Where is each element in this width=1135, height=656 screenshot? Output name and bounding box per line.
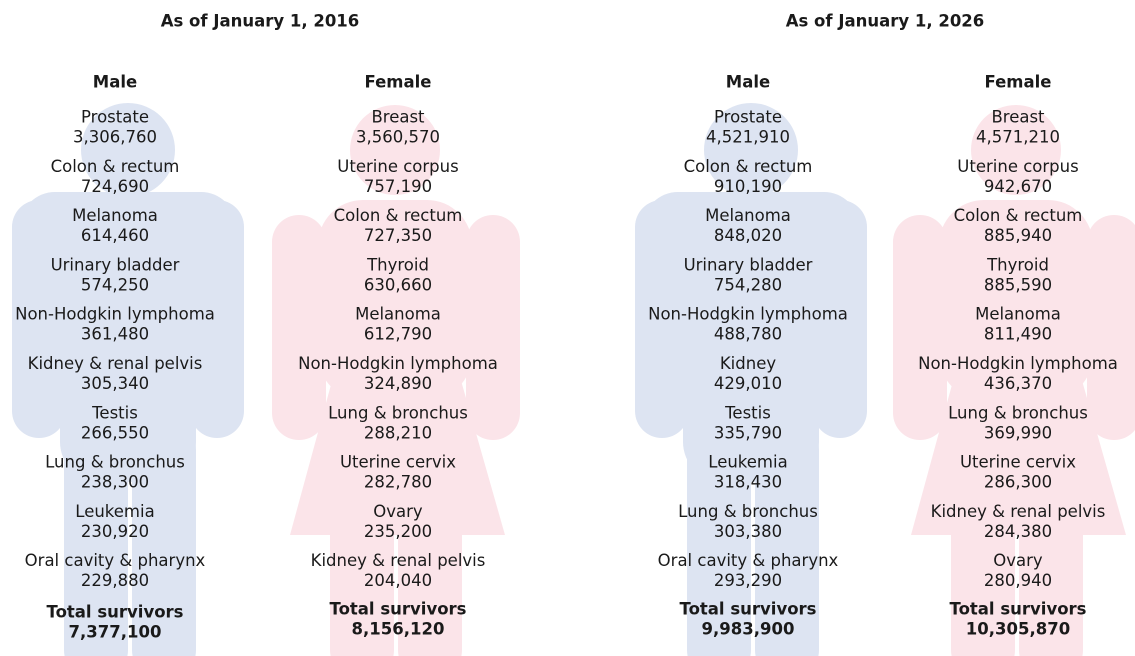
item-name: Thyroid (366, 255, 429, 274)
item-name: Kidney (720, 354, 776, 373)
group-title: Female (985, 73, 1052, 92)
item-name: Lung & bronchus (678, 502, 818, 521)
item-name: Testis (724, 403, 771, 422)
item-value: 361,480 (81, 325, 149, 344)
total-value: 8,156,120 (352, 620, 445, 639)
item-name: Prostate (714, 108, 782, 127)
item-value: 335,790 (714, 423, 782, 442)
item-value: 488,780 (714, 325, 782, 344)
item-name: Melanoma (975, 305, 1061, 324)
item-value: 369,990 (984, 423, 1052, 442)
panel-title: As of January 1, 2026 (786, 12, 985, 31)
item-value: 942,670 (984, 177, 1052, 196)
item-name: Lung & bronchus (328, 403, 468, 422)
item-name: Uterine cervix (960, 453, 1076, 472)
item-value: 238,300 (81, 473, 149, 492)
item-value: 3,560,570 (356, 128, 440, 147)
item-value: 727,350 (364, 226, 432, 245)
item-value: 3,306,760 (73, 128, 157, 147)
total-label: Total survivors (47, 603, 184, 622)
item-name: Testis (91, 403, 138, 422)
item-name: Melanoma (705, 206, 791, 225)
item-name: Non-Hodgkin lymphoma (648, 305, 848, 324)
item-name: Lung & bronchus (948, 403, 1088, 422)
item-value: 235,200 (364, 522, 432, 541)
item-name: Colon & rectum (334, 206, 463, 225)
group-title: Male (726, 73, 770, 92)
item-value: 574,250 (81, 275, 149, 294)
item-value: 305,340 (81, 374, 149, 393)
item-value: 280,940 (984, 571, 1052, 590)
group-title: Female (365, 73, 432, 92)
item-name: Colon & rectum (954, 206, 1083, 225)
total-label: Total survivors (330, 600, 467, 619)
item-name: Colon & rectum (684, 157, 813, 176)
item-name: Uterine corpus (957, 157, 1078, 176)
total-label: Total survivors (950, 600, 1087, 619)
item-value: 630,660 (364, 275, 432, 294)
item-value: 910,190 (714, 177, 782, 196)
item-value: 282,780 (364, 473, 432, 492)
item-name: Urinary bladder (684, 255, 813, 274)
item-name: Kidney & renal pelvis (311, 551, 486, 570)
item-value: 754,280 (714, 275, 782, 294)
item-name: Kidney & renal pelvis (28, 354, 203, 373)
total-value: 9,983,900 (702, 620, 795, 639)
item-name: Ovary (993, 551, 1043, 570)
item-name: Prostate (81, 108, 149, 127)
item-name: Thyroid (986, 255, 1049, 274)
item-value: 288,210 (364, 423, 432, 442)
item-value: 4,571,210 (976, 128, 1060, 147)
item-name: Breast (371, 108, 425, 127)
item-value: 293,290 (714, 571, 782, 590)
item-name: Colon & rectum (51, 157, 180, 176)
group-title: Male (93, 73, 137, 92)
item-name: Oral cavity & pharynx (25, 551, 206, 570)
item-value: 4,521,910 (706, 128, 790, 147)
item-name: Oral cavity & pharynx (658, 551, 839, 570)
item-value: 324,890 (364, 374, 432, 393)
item-name: Leukemia (75, 502, 154, 521)
item-name: Ovary (373, 502, 423, 521)
item-name: Melanoma (72, 206, 158, 225)
item-value: 614,460 (81, 226, 149, 245)
item-name: Non-Hodgkin lymphoma (15, 305, 215, 324)
item-value: 757,190 (364, 177, 432, 196)
item-value: 286,300 (984, 473, 1052, 492)
item-name: Urinary bladder (51, 255, 180, 274)
item-value: 436,370 (984, 374, 1052, 393)
item-value: 429,010 (714, 374, 782, 393)
item-value: 885,940 (984, 226, 1052, 245)
item-value: 229,880 (81, 571, 149, 590)
item-name: Leukemia (708, 453, 787, 472)
item-value: 284,380 (984, 522, 1052, 541)
item-value: 230,920 (81, 522, 149, 541)
total-value: 7,377,100 (69, 623, 162, 642)
item-name: Uterine corpus (337, 157, 458, 176)
item-name: Non-Hodgkin lymphoma (918, 354, 1118, 373)
item-value: 724,690 (81, 177, 149, 196)
item-name: Uterine cervix (340, 453, 456, 472)
item-value: 612,790 (364, 325, 432, 344)
panel-title: As of January 1, 2016 (161, 12, 360, 31)
item-value: 303,380 (714, 522, 782, 541)
item-name: Kidney & renal pelvis (931, 502, 1106, 521)
item-value: 811,490 (984, 325, 1052, 344)
item-name: Non-Hodgkin lymphoma (298, 354, 498, 373)
item-name: Lung & bronchus (45, 453, 185, 472)
item-name: Melanoma (355, 305, 441, 324)
item-value: 848,020 (714, 226, 782, 245)
item-name: Breast (991, 108, 1045, 127)
total-value: 10,305,870 (966, 620, 1070, 639)
total-label: Total survivors (680, 600, 817, 619)
item-value: 885,590 (984, 275, 1052, 294)
item-value: 266,550 (81, 423, 149, 442)
item-value: 318,430 (714, 473, 782, 492)
item-value: 204,040 (364, 571, 432, 590)
